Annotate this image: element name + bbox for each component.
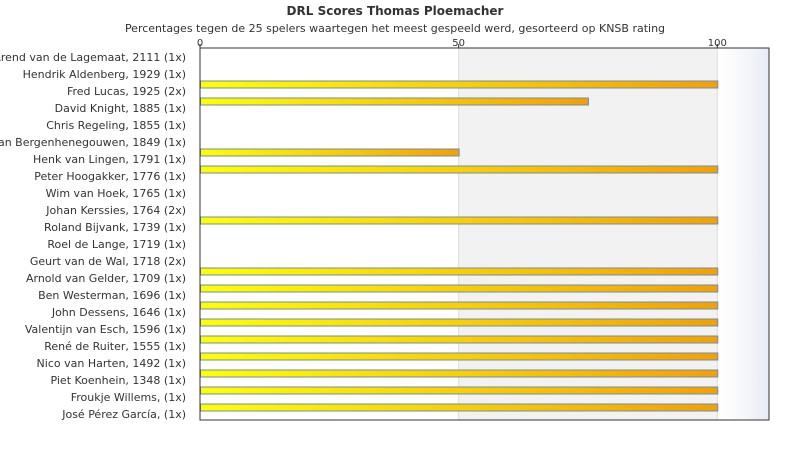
bar [200,165,719,174]
category-label: José Pérez García, (1x) [61,408,186,421]
category-label: Peter Hoogakker, 1776 (1x) [34,170,186,183]
category-label: Fred Lucas, 1925 (2x) [67,85,186,98]
category-label: Johan Kerssies, 1764 (2x) [45,204,186,217]
bar [200,301,719,310]
bar [200,80,719,89]
category-label: Roland Bijvank, 1739 (1x) [44,221,186,234]
category-label: Froukje Willems, (1x) [71,391,186,404]
category-label: Arend van de Lagemaat, 2111 (1x) [0,51,186,64]
category-label: Piet Koenhein, 1348 (1x) [50,374,186,387]
grid-band-edge [717,48,769,420]
category-label: John Dessens, 1646 (1x) [51,306,186,319]
category-label: Hendrik Aldenberg, 1929 (1x) [23,68,186,81]
category-label: Wim van Hoek, 1765 (1x) [46,187,186,200]
bar [200,335,719,344]
bar [200,318,719,327]
bar [200,352,719,361]
category-label: Ben Westerman, 1696 (1x) [38,289,186,302]
tick-label: 0 [197,38,203,49]
category-label: Arnold van Gelder, 1709 (1x) [26,272,186,285]
bar [200,403,719,412]
bar [200,386,719,395]
plot-frame [199,47,770,421]
tick-label: 50 [452,38,465,49]
category-label: Jan van Bergenhenegouwen, 1849 (1x) [0,136,186,149]
category-label: Henk van Lingen, 1791 (1x) [33,153,186,166]
chart-title: DRL Scores Thomas Ploemacher [286,4,504,18]
bar [200,216,719,225]
bar [200,284,719,293]
bar [200,148,460,157]
bar [200,369,719,378]
bar [200,97,589,106]
chart-subtitle: Percentages tegen de 25 spelers waartege… [124,22,666,35]
category-label: David Knight, 1885 (1x) [55,102,186,115]
category-label: Roel de Lange, 1719 (1x) [47,238,186,251]
tick-label: 100 [708,38,727,49]
category-label: Nico van Harten, 1492 (1x) [37,357,186,370]
category-label: Geurt van de Wal, 1718 (2x) [30,255,186,268]
category-label: Valentijn van Esch, 1596 (1x) [25,323,186,336]
category-label: René de Ruiter, 1555 (1x) [44,340,186,353]
bar [200,267,719,276]
category-label: Chris Regeling, 1855 (1x) [46,119,186,132]
